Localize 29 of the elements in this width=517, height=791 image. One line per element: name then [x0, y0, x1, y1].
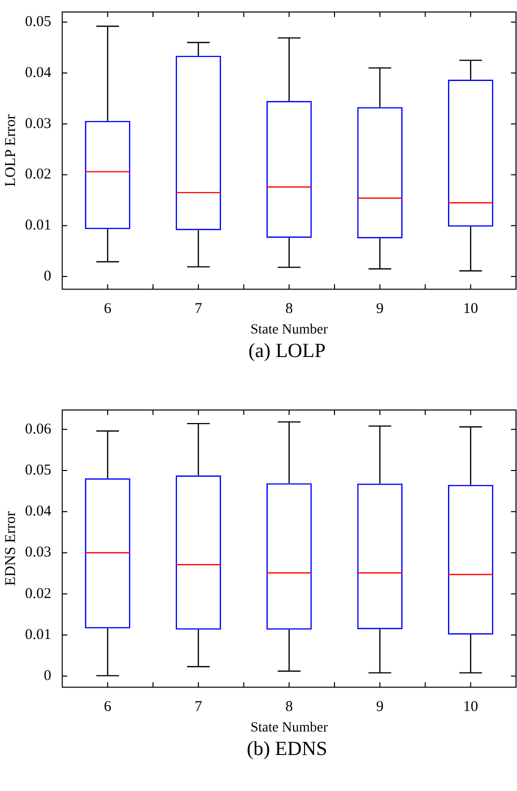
x-tick-label: 10	[463, 699, 478, 716]
x-tick-label: 6	[104, 301, 112, 318]
x-tick-label: 7	[194, 301, 203, 318]
y-tick-label: 0.04	[25, 504, 52, 520]
y-tick-label: 0.02	[25, 166, 52, 183]
y-tick-label: 0.01	[25, 626, 52, 643]
y-tick-label: 0.06	[25, 421, 52, 438]
y-tick-label: 0.04	[25, 64, 52, 81]
y-axis-title: EDNS Error	[2, 511, 19, 586]
x-axis-title: State Number	[250, 322, 328, 338]
x-axis-title: State Number	[250, 720, 328, 736]
y-tick-label: 0	[44, 668, 52, 684]
x-tick-label: 7	[194, 699, 203, 716]
y-tick-label: 0.05	[25, 14, 52, 30]
text: (b) EDNS	[246, 737, 328, 762]
y-tick-label: 0.01	[25, 218, 52, 234]
text: (a) LOLP	[247, 339, 327, 364]
y-tick-label: 0.02	[25, 586, 52, 602]
y-axis-title: LOLP Error	[2, 114, 19, 187]
x-tick-label: 8	[285, 699, 293, 716]
x-tick-label: 8	[285, 301, 293, 318]
x-tick-label: 10	[463, 301, 478, 318]
y-tick-label: 0.03	[25, 544, 52, 561]
y-tick-label: 0	[44, 268, 52, 284]
y-tick-label: 0.03	[25, 116, 52, 132]
x-tick-label: 9	[376, 699, 384, 716]
y-tick-label: 0.05	[25, 462, 52, 478]
x-tick-label: 6	[104, 699, 112, 716]
x-tick-label: 9	[376, 301, 384, 318]
